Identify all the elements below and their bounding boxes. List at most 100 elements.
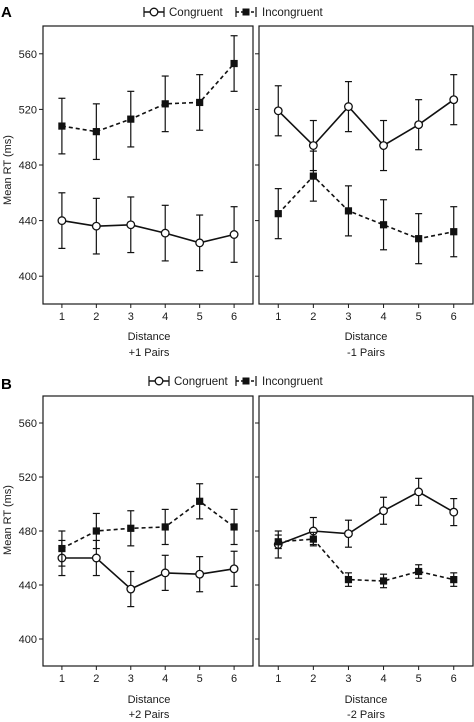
incongruent-point <box>92 128 100 136</box>
congruent-point <box>344 529 353 539</box>
x-tick-label: 5 <box>416 673 422 685</box>
congruent-series <box>273 74 459 172</box>
panel-a: A Congruent Incongruent Mean RT (ms) Dis… <box>1 4 387 359</box>
incongruent-point <box>274 538 282 546</box>
congruent-point <box>449 95 459 105</box>
congruent-point <box>160 568 170 578</box>
legend-congruent-label: Congruent <box>174 376 229 388</box>
y-tick-label: 480 <box>19 160 37 172</box>
x-tick-label: 2 <box>310 673 316 685</box>
congruent-line <box>61 557 235 590</box>
panel-b-right-plot: 1 2 3 4 5 6 <box>255 395 474 685</box>
y-tick-label: 400 <box>19 271 37 283</box>
incongruent-point <box>415 235 423 243</box>
y-tick-label: 440 <box>19 216 37 228</box>
panel-a-y-axis-label: Mean RT (ms) <box>2 135 14 205</box>
congruent-series <box>273 477 459 559</box>
congruent-point <box>229 230 239 239</box>
x-tick-label: 3 <box>128 673 134 685</box>
incongruent-point <box>344 207 353 215</box>
plot-frame <box>258 395 474 667</box>
x-tick-label: 5 <box>416 311 422 323</box>
incongruent-point <box>92 527 100 535</box>
congruent-point <box>379 141 388 150</box>
congruent-point <box>308 141 318 150</box>
x-tick-label: 1 <box>59 311 65 323</box>
incongruent-point <box>344 576 353 584</box>
panel-b-y-axis-label: Mean RT (ms) <box>2 485 14 555</box>
panel-a-right-plot: 1 2 3 4 5 6 <box>255 25 474 323</box>
x-tick-label: 2 <box>310 311 316 323</box>
y-tick-label: 400 <box>19 634 37 646</box>
congruent-point <box>126 584 136 594</box>
panel-b-right-xlabel-line1: Distance <box>345 694 388 706</box>
incongruent-point <box>274 210 282 218</box>
congruent-point <box>414 487 424 497</box>
panel-a-legend: Congruent Incongruent <box>143 7 324 19</box>
congruent-series <box>57 192 239 272</box>
incongruent-point <box>415 567 423 576</box>
incongruent-point <box>309 172 317 180</box>
y-tick-label: 480 <box>19 526 37 538</box>
y-tick-label: 560 <box>19 49 37 61</box>
panel-a-left-xlabel-line1: Distance <box>128 331 171 343</box>
congruent-line <box>278 490 455 546</box>
legend-incongruent-symbol <box>235 376 257 386</box>
panel-a-left-plot: 400 440 480 520 560 1 2 3 4 5 6 <box>19 25 254 323</box>
x-tick-label: 5 <box>197 311 203 323</box>
panel-b-legend: Congruent Incongruent <box>148 376 324 388</box>
y-tick-label: 520 <box>19 104 37 116</box>
congruent-point <box>91 221 101 231</box>
incongruent-point <box>127 115 135 123</box>
congruent-point <box>57 216 67 226</box>
legend-incongruent-label: Incongruent <box>262 7 324 19</box>
incongruent-point <box>196 98 204 107</box>
incongruent-point <box>127 524 135 532</box>
incongruent-point <box>230 59 238 68</box>
incongruent-point <box>450 228 458 236</box>
panel-a-left-xlabel-line2: +1 Pairs <box>129 347 170 359</box>
panel-b-left-xlabel-line1: Distance <box>128 694 171 706</box>
legend-congruent-label: Congruent <box>169 7 224 19</box>
congruent-point <box>91 553 101 563</box>
incongruent-line <box>61 62 235 133</box>
legend-congruent-symbol <box>143 7 165 17</box>
plot-area: 400 440 480 520 560 1 2 3 4 5 6 1 2 3 4 5 6 400 440 480 520 5… <box>19 25 474 685</box>
congruent-line <box>61 219 235 244</box>
panel-b-left-xlabel-line2: +2 Pairs <box>129 709 170 721</box>
incongruent-line <box>61 500 235 550</box>
panel-b-left-plot: 400 440 480 520 560 1 2 3 4 5 6 <box>19 395 254 685</box>
legend-incongruent-label: Incongruent <box>262 376 324 388</box>
x-tick-label: 1 <box>275 673 281 685</box>
plot-frame <box>42 25 254 305</box>
x-tick-label: 4 <box>162 673 168 685</box>
incongruent-point <box>379 221 388 229</box>
incongruent-point <box>161 523 169 531</box>
panel-a-letter: A <box>1 4 12 21</box>
plot-frame <box>258 25 474 305</box>
congruent-point <box>229 564 239 574</box>
panel-a-right-xlabel-line1: Distance <box>345 331 388 343</box>
congruent-point <box>195 569 205 579</box>
panel-a-right-xlabel-line2: -1 Pairs <box>347 347 385 359</box>
y-tick-label: 520 <box>19 472 37 484</box>
congruent-point <box>414 120 424 130</box>
panel-b-right-xlabel-line2: -2 Pairs <box>347 709 385 721</box>
incongruent-point <box>58 122 66 130</box>
x-tick-label: 2 <box>93 311 99 323</box>
incongruent-series <box>274 150 458 265</box>
x-tick-label: 4 <box>162 311 168 323</box>
congruent-point <box>379 506 388 516</box>
x-tick-label: 6 <box>451 673 457 685</box>
incongruent-line <box>278 538 454 582</box>
plot-frame <box>42 395 254 667</box>
panel-b: B Congruent Incongruent Mean RT (ms) Dis… <box>1 376 387 721</box>
x-tick-label: 4 <box>380 311 386 323</box>
incongruent-series <box>58 483 238 567</box>
congruent-point <box>160 228 170 238</box>
x-tick-label: 1 <box>275 311 281 323</box>
incongruent-series <box>58 35 238 161</box>
incongruent-point <box>161 100 169 108</box>
incongruent-point <box>58 544 66 553</box>
congruent-point <box>344 102 353 112</box>
